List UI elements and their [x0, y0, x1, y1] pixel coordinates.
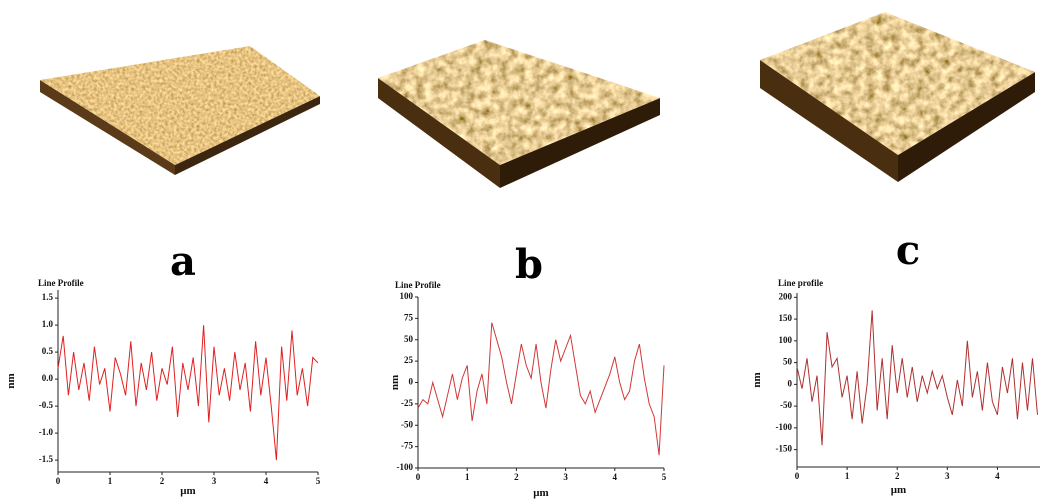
y-tick-label: -1.5: [39, 454, 54, 464]
x-tick-label: 2: [514, 472, 519, 482]
y-tick-label: 100: [400, 291, 414, 301]
x-axis-label: μm: [891, 484, 906, 496]
x-tick-label: 0: [416, 472, 421, 482]
y-tick-label: 150: [779, 313, 793, 323]
y-tick-label: 0: [409, 377, 414, 387]
surface-c: [760, 12, 1035, 182]
x-tick-label: 0: [795, 471, 800, 481]
y-tick-label: 0.0: [42, 373, 54, 383]
y-axis-label: nm: [389, 375, 401, 390]
y-axis-label: nm: [751, 372, 763, 387]
panel-label: b: [515, 241, 543, 288]
surface-a: [40, 46, 320, 175]
panel-label: c: [896, 227, 920, 274]
x-tick-label: 1: [845, 471, 850, 481]
profile-line: [57, 325, 319, 461]
x-tick-label: 3: [563, 472, 568, 482]
y-tick-label: 50: [404, 334, 414, 344]
y-tick-label: -100: [397, 462, 414, 472]
y-tick-label: -100: [776, 422, 793, 432]
x-tick-label: 4: [613, 472, 618, 482]
y-tick-label: -1.0: [39, 427, 54, 437]
y-tick-label: -50: [401, 419, 413, 429]
x-tick-label: 1: [465, 472, 470, 482]
y-tick-label: -75: [401, 441, 413, 451]
x-axis-label: μm: [533, 487, 548, 499]
x-tick-label: 1: [108, 476, 113, 486]
y-tick-label: -150: [776, 444, 793, 454]
x-tick-label: 4: [264, 476, 269, 486]
x-axis-label: μm: [180, 485, 195, 497]
x-tick-label: 5: [662, 472, 667, 482]
y-tick-label: -25: [401, 398, 413, 408]
y-tick-label: 100: [779, 335, 793, 345]
y-axis-label: nm: [5, 373, 17, 388]
chart-title: Line Profile: [38, 278, 84, 288]
x-tick-label: 3: [945, 471, 950, 481]
y-tick-label: 1.0: [42, 319, 54, 329]
y-tick-label: 75: [404, 312, 414, 322]
x-tick-label: 2: [895, 471, 900, 481]
profile-line: [796, 310, 1038, 446]
y-tick-label: 25: [404, 355, 414, 365]
x-tick-label: 0: [56, 476, 61, 486]
x-tick-label: 2: [160, 476, 165, 486]
x-tick-label: 5: [316, 476, 321, 486]
y-tick-label: 0: [788, 378, 793, 388]
profile-line: [417, 322, 665, 456]
y-tick-label: -50: [780, 400, 792, 410]
x-tick-label: 3: [212, 476, 217, 486]
panel-label: a: [170, 238, 196, 285]
y-tick-label: -0.5: [39, 400, 54, 410]
y-tick-label: 0.5: [42, 346, 54, 356]
chart-title: Line Profile: [395, 280, 441, 290]
y-tick-label: 200: [779, 291, 793, 301]
y-tick-label: 50: [783, 357, 793, 367]
x-tick-label: 4: [995, 471, 1000, 481]
y-tick-label: 1.5: [42, 292, 54, 302]
chart-title: Line profile: [778, 278, 823, 288]
surface-b: [378, 40, 660, 188]
